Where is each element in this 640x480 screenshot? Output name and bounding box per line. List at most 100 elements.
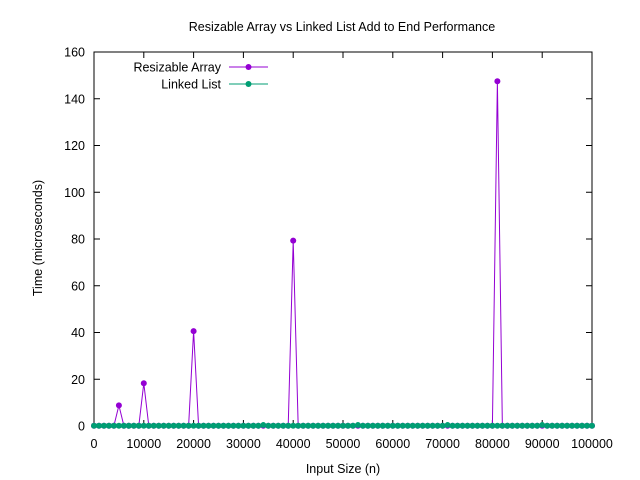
data-point bbox=[349, 422, 356, 429]
data-point bbox=[499, 422, 506, 429]
data-point bbox=[130, 422, 137, 429]
data-point bbox=[394, 422, 401, 429]
chart-title: Resizable Array vs Linked List Add to En… bbox=[189, 20, 495, 34]
data-point bbox=[275, 422, 282, 429]
data-point bbox=[364, 422, 371, 429]
data-point bbox=[494, 78, 501, 85]
data-point bbox=[135, 422, 142, 429]
data-point bbox=[489, 422, 496, 429]
data-point bbox=[579, 422, 586, 429]
data-point bbox=[315, 422, 322, 429]
data-point bbox=[265, 422, 272, 429]
data-point bbox=[305, 422, 312, 429]
data-point bbox=[215, 422, 222, 429]
data-point bbox=[335, 422, 342, 429]
y-tick-label: 20 bbox=[71, 373, 85, 387]
data-point bbox=[91, 422, 97, 429]
y-tick-label: 160 bbox=[64, 46, 85, 60]
data-point bbox=[270, 422, 277, 429]
data-point bbox=[479, 422, 486, 429]
legend-label: Resizable Array bbox=[133, 61, 221, 75]
data-point bbox=[504, 422, 511, 429]
x-tick-label: 40000 bbox=[276, 437, 311, 451]
data-point bbox=[354, 422, 361, 429]
data-point bbox=[424, 422, 431, 429]
x-tick-label: 80000 bbox=[475, 437, 510, 451]
data-point bbox=[569, 422, 576, 429]
data-point bbox=[374, 422, 381, 429]
y-tick-label: 80 bbox=[71, 233, 85, 247]
legend-marker bbox=[245, 64, 252, 70]
series-resizable-array bbox=[91, 78, 595, 429]
data-point bbox=[190, 422, 197, 429]
data-point bbox=[404, 422, 411, 429]
x-tick-label: 20000 bbox=[176, 437, 211, 451]
data-point bbox=[225, 422, 232, 429]
data-point bbox=[200, 422, 207, 429]
data-point bbox=[180, 422, 187, 429]
data-point bbox=[474, 422, 481, 429]
data-point bbox=[429, 422, 436, 429]
data-point bbox=[185, 422, 192, 429]
y-tick-label: 40 bbox=[71, 326, 85, 340]
x-tick-label: 50000 bbox=[326, 437, 361, 451]
data-point bbox=[464, 422, 471, 429]
legend: Resizable Array Linked List bbox=[133, 61, 268, 92]
data-point bbox=[384, 422, 391, 429]
data-point bbox=[210, 422, 217, 429]
data-point bbox=[554, 422, 561, 429]
series-linked-list bbox=[91, 422, 595, 429]
data-point bbox=[125, 422, 132, 429]
data-point bbox=[140, 380, 147, 387]
x-tick-label: 70000 bbox=[425, 437, 460, 451]
y-axis-ticks: 0 20 40 60 80 100 120 140 160 bbox=[64, 46, 592, 434]
x-tick-label: 100000 bbox=[571, 437, 613, 451]
y-axis-label: Time (microseconds) bbox=[31, 180, 45, 296]
data-point bbox=[190, 328, 197, 335]
data-point bbox=[160, 422, 167, 429]
y-tick-label: 60 bbox=[71, 279, 85, 293]
data-point bbox=[359, 422, 366, 429]
data-point bbox=[300, 422, 307, 429]
data-point bbox=[115, 422, 122, 429]
data-point bbox=[379, 422, 386, 429]
y-tick-label: 100 bbox=[64, 186, 85, 200]
data-point bbox=[534, 422, 541, 429]
data-point bbox=[325, 422, 332, 429]
data-point bbox=[110, 422, 117, 429]
data-point bbox=[245, 422, 252, 429]
x-axis-label: Input Size (n) bbox=[306, 462, 380, 476]
data-point bbox=[434, 422, 441, 429]
data-point bbox=[155, 422, 162, 429]
legend-label: Linked List bbox=[161, 78, 221, 92]
data-point bbox=[454, 422, 461, 429]
data-point bbox=[285, 422, 292, 429]
data-point bbox=[544, 422, 551, 429]
data-point bbox=[449, 422, 456, 429]
data-point bbox=[419, 422, 426, 429]
x-tick-label: 60000 bbox=[375, 437, 410, 451]
data-point bbox=[539, 422, 546, 429]
data-point bbox=[235, 422, 242, 429]
data-point bbox=[509, 422, 516, 429]
data-point bbox=[414, 422, 421, 429]
data-point bbox=[459, 422, 466, 429]
data-point bbox=[320, 422, 327, 429]
data-point bbox=[564, 422, 571, 429]
x-tick-label: 10000 bbox=[126, 437, 161, 451]
data-point bbox=[195, 422, 202, 429]
x-tick-label: 90000 bbox=[525, 437, 560, 451]
x-tick-label: 0 bbox=[91, 437, 98, 451]
data-point bbox=[529, 422, 536, 429]
y-tick-label: 120 bbox=[64, 139, 85, 153]
series-layer bbox=[91, 78, 595, 429]
data-point bbox=[589, 422, 595, 429]
data-point bbox=[519, 422, 526, 429]
data-point bbox=[175, 422, 182, 429]
data-point bbox=[439, 422, 446, 429]
data-point bbox=[574, 422, 581, 429]
data-point bbox=[514, 422, 521, 429]
x-tick-label: 30000 bbox=[226, 437, 261, 451]
data-point bbox=[444, 422, 451, 429]
